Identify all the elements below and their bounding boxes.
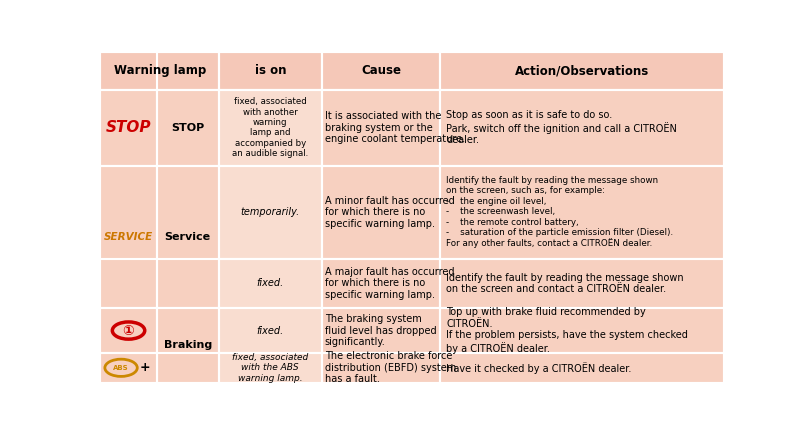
Text: ①: ① bbox=[123, 323, 134, 338]
Bar bbox=[321, 90, 439, 166]
Bar bbox=[321, 353, 439, 383]
Text: Top up with brake fluid recommended by
CITROËN.
If the problem persists, have th: Top up with brake fluid recommended by C… bbox=[446, 307, 687, 354]
Text: Warning lamp: Warning lamp bbox=[113, 64, 206, 77]
Text: ABS: ABS bbox=[113, 365, 128, 371]
Bar bbox=[321, 258, 439, 308]
Text: STOP: STOP bbox=[106, 120, 151, 135]
Bar bbox=[218, 353, 321, 383]
Text: The electronic brake force
distribution (EBFD) system
has a fault.: The electronic brake force distribution … bbox=[324, 351, 455, 384]
Text: +: + bbox=[139, 361, 150, 374]
Bar bbox=[218, 308, 321, 353]
Bar bbox=[218, 166, 321, 258]
Bar bbox=[321, 52, 439, 90]
Bar bbox=[439, 308, 723, 353]
Bar bbox=[218, 90, 321, 166]
Text: is on: is on bbox=[255, 64, 286, 77]
Bar bbox=[100, 166, 157, 308]
Text: fixed.: fixed. bbox=[256, 278, 283, 289]
Bar bbox=[100, 90, 157, 166]
Bar bbox=[439, 52, 723, 90]
Text: The braking system
fluid level has dropped
significantly.: The braking system fluid level has dropp… bbox=[324, 314, 436, 347]
Text: Stop as soon as it is safe to do so.
Park, switch off the ignition and call a CI: Stop as soon as it is safe to do so. Par… bbox=[446, 110, 676, 145]
Bar bbox=[157, 308, 218, 383]
Bar bbox=[321, 308, 439, 353]
Text: Identify the fault by reading the message shown
on the screen, such as, for exam: Identify the fault by reading the messag… bbox=[446, 176, 673, 249]
Bar bbox=[100, 353, 157, 383]
Text: Cause: Cause bbox=[361, 64, 401, 77]
Bar bbox=[218, 258, 321, 308]
Text: fixed.: fixed. bbox=[256, 326, 283, 335]
Bar bbox=[157, 166, 218, 308]
Text: SERVICE: SERVICE bbox=[104, 232, 153, 242]
Bar bbox=[439, 166, 723, 258]
Bar bbox=[157, 90, 218, 166]
Bar bbox=[439, 90, 723, 166]
Bar bbox=[439, 258, 723, 308]
Bar bbox=[100, 308, 157, 353]
Text: Braking: Braking bbox=[163, 341, 212, 350]
Bar bbox=[100, 52, 218, 90]
Text: STOP: STOP bbox=[171, 123, 204, 133]
Text: A minor fault has occurred
for which there is no
specific warning lamp.: A minor fault has occurred for which the… bbox=[324, 196, 454, 229]
Text: fixed, associated
with the ABS
warning lamp.: fixed, associated with the ABS warning l… bbox=[232, 353, 308, 383]
Text: Identify the fault by reading the message shown
on the screen and contact a CITR: Identify the fault by reading the messag… bbox=[446, 273, 683, 294]
Bar bbox=[321, 166, 439, 258]
Text: Action/Observations: Action/Observations bbox=[514, 64, 648, 77]
Text: Have it checked by a CITROËN dealer.: Have it checked by a CITROËN dealer. bbox=[446, 362, 631, 374]
Bar bbox=[439, 353, 723, 383]
Text: A major fault has occurred
for which there is no
specific warning lamp.: A major fault has occurred for which the… bbox=[324, 267, 454, 300]
Text: fixed, associated
with another
warning
lamp and
accompanied by
an audible signal: fixed, associated with another warning l… bbox=[232, 97, 308, 158]
Text: It is associated with the
braking system or the
engine coolant temperature.: It is associated with the braking system… bbox=[324, 111, 464, 144]
Text: temporarily.: temporarily. bbox=[240, 207, 300, 217]
Bar bbox=[218, 52, 321, 90]
Text: Service: Service bbox=[165, 232, 210, 242]
